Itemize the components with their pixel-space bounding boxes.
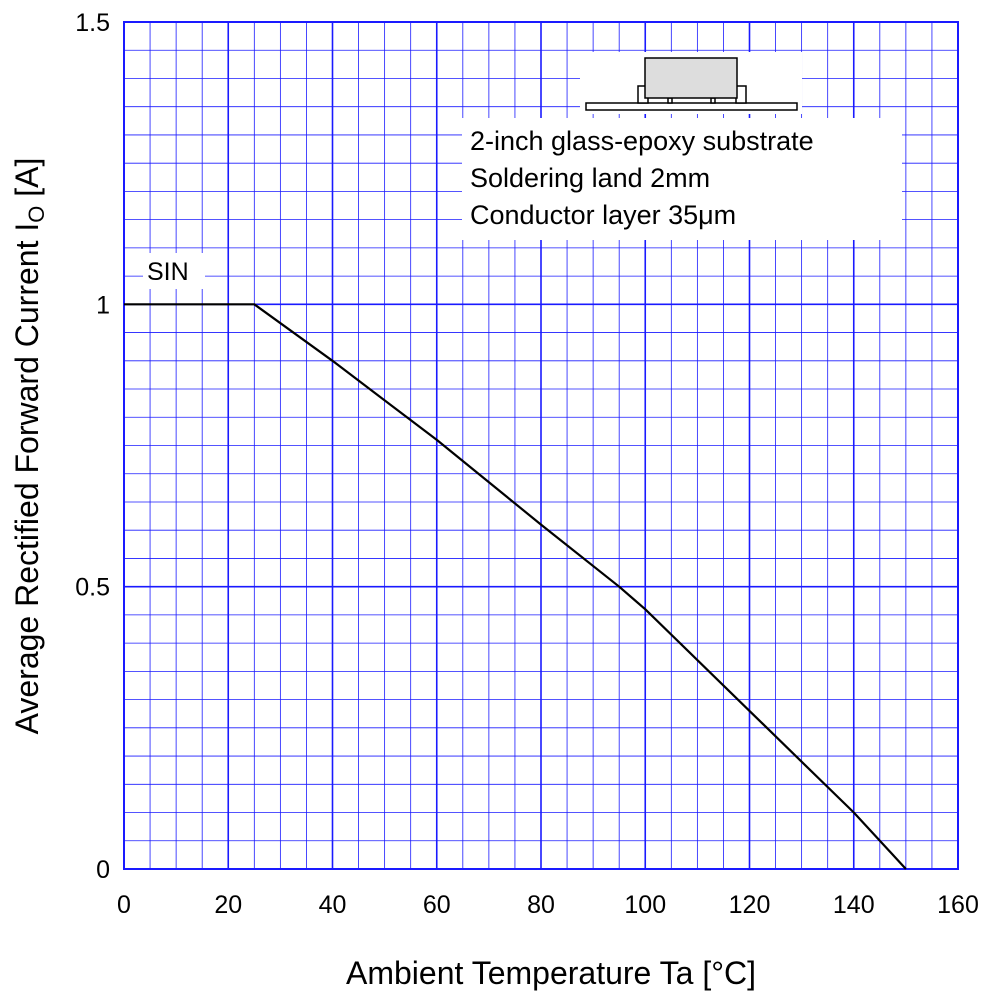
- note-line-substrate: 2-inch glass-epoxy substrate: [470, 126, 814, 156]
- smd-package-on-substrate-icon: [580, 52, 802, 114]
- x-tick-label: 100: [624, 891, 666, 919]
- series-line-sin: [124, 303, 907, 870]
- x-tick-label: 120: [729, 891, 771, 919]
- y-axis-title: Average Rectified Forward Current IO [A]: [9, 158, 49, 735]
- x-tick-label: 140: [833, 891, 875, 919]
- x-tick-label: 20: [214, 891, 242, 919]
- x-tick-label: 0: [117, 891, 131, 919]
- y-tick-label: 0: [96, 856, 110, 884]
- plot-frame: [123, 21, 959, 870]
- series-label-sin: SIN: [147, 258, 189, 286]
- y-axis-title-unit: [A]: [9, 158, 45, 206]
- series-label-background: [143, 253, 205, 289]
- y-tick-labels: 0 0.5 1 1.5: [75, 9, 110, 884]
- series-layer: [124, 303, 907, 870]
- y-tick-label: 1: [96, 291, 110, 319]
- conditions-note: 2-inch glass-epoxy substrate Soldering l…: [462, 52, 902, 240]
- note-line-land: Soldering land 2mm: [470, 163, 710, 193]
- x-tick-label: 80: [527, 891, 555, 919]
- x-tick-label: 160: [937, 891, 979, 919]
- y-axis-title-main: Average Rectified Forward Current I: [9, 223, 45, 735]
- y-tick-label: 0.5: [75, 574, 110, 602]
- note-line-conductor: Conductor layer 35μm: [470, 200, 736, 230]
- y-tick-label: 1.5: [75, 9, 110, 37]
- x-tick-labels: 0 20 40 60 80 100 120 140 160: [117, 891, 979, 919]
- conditions-note-background: [462, 118, 902, 240]
- x-tick-label: 60: [423, 891, 451, 919]
- x-tick-label: 40: [319, 891, 347, 919]
- y-axis-title-subscript: O: [24, 206, 49, 223]
- x-axis-title: Ambient Temperature Ta [°C]: [346, 955, 756, 991]
